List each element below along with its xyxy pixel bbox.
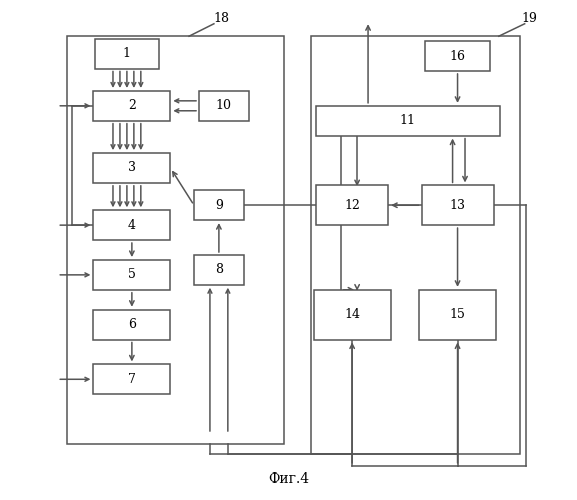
Text: 19: 19	[522, 12, 538, 26]
Bar	[194, 255, 243, 285]
Bar	[194, 190, 243, 220]
Text: 9: 9	[215, 198, 223, 212]
Bar	[93, 153, 170, 183]
Bar	[93, 91, 170, 120]
Bar	[316, 106, 500, 136]
Text: 15: 15	[449, 308, 466, 321]
Bar	[419, 290, 496, 340]
Bar	[68, 36, 283, 444]
Bar	[199, 91, 249, 120]
Text: 6: 6	[128, 318, 136, 331]
Bar	[311, 36, 520, 454]
Bar	[314, 290, 391, 340]
Bar	[422, 186, 493, 225]
Bar	[316, 186, 388, 225]
Text: 1: 1	[123, 47, 131, 60]
Bar	[93, 260, 170, 290]
Text: 13: 13	[449, 198, 466, 212]
Text: 7: 7	[128, 373, 136, 386]
Bar	[95, 38, 159, 68]
Text: 18: 18	[213, 12, 230, 26]
Text: 5: 5	[128, 268, 136, 281]
Text: 12: 12	[344, 198, 360, 212]
Text: 14: 14	[344, 308, 360, 321]
Bar	[93, 210, 170, 240]
Bar	[425, 41, 490, 71]
Text: 16: 16	[449, 50, 466, 62]
Text: 10: 10	[216, 100, 232, 112]
Text: 11: 11	[400, 114, 416, 127]
Bar	[93, 364, 170, 394]
Text: 2: 2	[128, 100, 136, 112]
Text: 3: 3	[128, 162, 136, 174]
Text: Фиг.4: Фиг.4	[268, 472, 309, 486]
Bar	[93, 310, 170, 340]
Text: 4: 4	[128, 218, 136, 232]
Text: 8: 8	[215, 264, 223, 276]
